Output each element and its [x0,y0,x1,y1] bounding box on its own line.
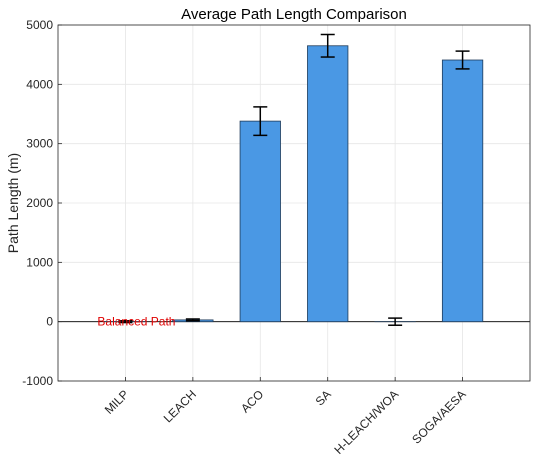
x-tick-label-5: SOGA/AESA [409,387,468,446]
y-axis-ticks: -1000 0 1000 2000 3000 4000 5000 [22,18,62,388]
y-tick-label-5: 4000 [26,77,53,91]
x-tick-label-2: ACO [238,387,266,415]
y-tick-label-1: 0 [46,315,53,329]
y-tick-label-3: 2000 [26,196,53,210]
error-bar-milp [118,320,133,324]
error-bar-aco [253,106,268,137]
bars [104,45,484,323]
y-tick-label-0: -1000 [22,374,53,388]
x-axis-ticks: MILP LEACH ACO SAH-LEACH/WOA SOGA/AESA [102,377,469,457]
y-tick-label-6: 5000 [26,18,53,32]
bar-aco [239,120,281,323]
y-tick-label-2: 1000 [26,255,53,269]
x-tick-label-4: H-LEACH/WOA [331,387,401,457]
error-bars [118,33,470,326]
y-axis-label: Path Length (m) [5,153,21,253]
error-bar-sa [320,33,335,58]
y-tick-label-4: 3000 [26,137,53,151]
chart-title: Average Path Length Comparison [181,6,407,23]
x-tick-label-1: LEACH [161,387,199,425]
bar-sa [307,45,349,323]
x-tick-label-0: MILP [102,387,132,417]
x-tick-label-3: SA [313,387,334,408]
annotation-balanced-path: Balanced Path [97,315,175,329]
error-bar-h-leach-woa [388,317,403,326]
error-bar-soga-aesa [455,50,470,70]
bar-soga-aesa [441,59,484,323]
error-bar-leach [185,318,200,322]
